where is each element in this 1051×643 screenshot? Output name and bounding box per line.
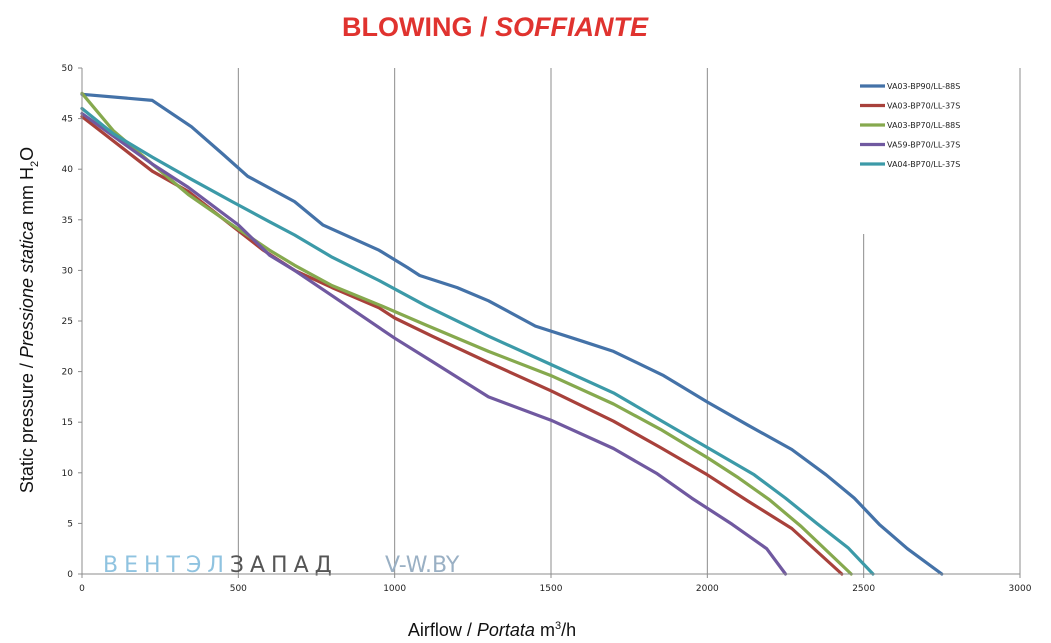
chart-title-regular: BLOWING / [342,12,495,42]
x-axis-label-regular: Airflow / [408,620,477,640]
x-tick-label-2000: 2000 [696,584,719,594]
chart-title: BLOWING / SOFFIANTE [342,12,649,42]
series-line-5 [80,106,875,576]
x-tick-label-500: 500 [230,584,247,594]
y-tick-label-15: 15 [62,418,73,428]
x-tick-label-3000: 3000 [1009,584,1032,594]
y-axis-label: Static pressure / Pressione statica mm H2… [17,147,41,493]
y-tick-label-40: 40 [62,165,74,175]
y-tick-label-20: 20 [62,368,74,378]
y-tick-labels: 0 5 10 15 20 25 30 35 40 45 50 [62,64,74,580]
y-tick-label-25: 25 [62,317,73,327]
series-line-3 [80,91,853,576]
x-tick-label-1500: 1500 [540,584,563,594]
legend-label-3: VA03-BP70/LL-88S [887,121,960,130]
y-axis-label-unit-post: O [17,147,37,161]
x-axis-label-unit: m [540,620,555,640]
legend-label-1: VA03-BP90/LL-88S [887,82,960,91]
x-axis-label: Airflow / Portata m3/h [408,620,576,640]
y-axis-label-unit-sub: 2 [29,161,41,167]
series-line-1 [80,92,944,576]
x-axis-label-unit-sup: 3 [555,620,561,632]
x-tick-label-0: 0 [79,584,85,594]
y-axis-label-regular: Static pressure / [17,358,37,493]
y-tick-label-5: 5 [67,519,73,529]
y-tick-label-35: 35 [62,216,73,226]
x-axis-label-unit-post: /h [561,620,576,640]
y-tick-label-0: 0 [67,570,73,580]
series-line-2 [80,114,844,576]
axes [78,67,1021,578]
x-tick-label-1000: 1000 [383,584,406,594]
legend-label-2: VA03-BP70/LL-37S [887,102,960,111]
y-tick-label-45: 45 [62,115,73,125]
y-axis-label-italic: Pressione statica [17,221,37,358]
y-axis-label-unit: mm H [17,167,37,215]
series-line-4 [80,111,788,576]
chart-title-italic: SOFFIANTE [495,12,649,42]
series-lines [80,91,944,576]
legend-label-5: VA04-BP70/LL-37S [887,160,960,169]
legend-label-4: VA59-BP70/LL-37S [887,141,960,150]
y-tick-label-50: 50 [62,64,74,74]
legend: VA03-BP90/LL-88S VA03-BP70/LL-37S VA03-BP7… [845,68,1015,234]
y-tick-label-10: 10 [62,469,74,479]
y-tick-label-30: 30 [62,266,74,276]
legend-background [845,68,1015,234]
x-tick-label-2500: 2500 [852,584,875,594]
x-tick-labels: 0 500 1000 1500 2000 2500 3000 [79,584,1032,594]
x-axis-label-italic: Portata [477,620,535,640]
